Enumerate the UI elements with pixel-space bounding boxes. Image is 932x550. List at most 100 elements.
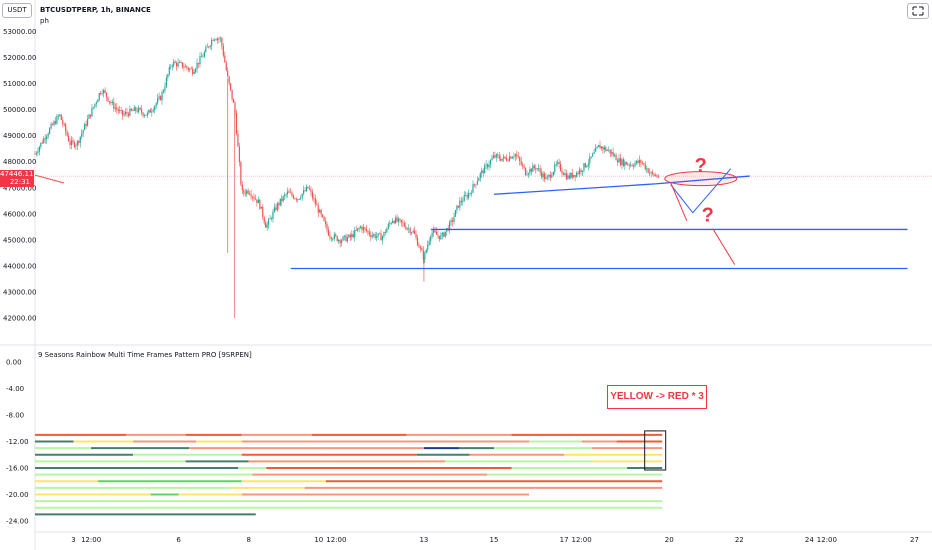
candle-body <box>216 38 219 41</box>
candle-body <box>60 114 62 120</box>
candle-body <box>519 157 521 162</box>
candle-body <box>498 155 500 159</box>
candle-body <box>139 107 141 110</box>
candle-body <box>438 235 441 240</box>
candle-body <box>481 170 483 174</box>
candle-body <box>565 173 568 180</box>
candle-body <box>615 154 617 161</box>
candle-body <box>562 173 565 175</box>
candle-body <box>129 108 131 116</box>
candle-body <box>292 195 295 199</box>
bar-countdown: 22:31 <box>9 178 30 186</box>
price-tick-label: 42000.00 <box>3 315 36 323</box>
candle-body <box>276 203 278 210</box>
question-mark: ? <box>695 155 707 177</box>
candle-body <box>370 234 372 237</box>
time-tick-label: 17 <box>560 536 569 544</box>
candle-body <box>470 192 473 194</box>
candle-body <box>576 172 578 177</box>
candle-body <box>63 124 65 125</box>
candle-body <box>224 55 226 63</box>
candle-body <box>40 142 42 147</box>
candle-body <box>278 203 280 206</box>
candle-body <box>202 56 204 58</box>
candle-body <box>167 74 169 78</box>
candle-body <box>475 184 477 186</box>
candle-body <box>491 158 493 161</box>
candle-body <box>322 214 324 217</box>
candle-body <box>286 191 289 195</box>
candle-body <box>161 92 163 101</box>
currency-badge[interactable]: USDT <box>2 3 32 18</box>
candle-body <box>412 230 414 233</box>
candle-body <box>627 164 629 166</box>
candle-body <box>501 158 503 161</box>
candle-body <box>365 228 368 231</box>
candle-body <box>635 160 638 164</box>
time-tick-label: 10 <box>314 536 323 544</box>
candle-body <box>628 164 630 166</box>
candle-body <box>324 220 327 224</box>
candle-body <box>557 162 559 164</box>
candle-body <box>657 176 660 178</box>
candle-body <box>358 228 360 229</box>
candle-body <box>215 39 217 41</box>
candle-body <box>162 90 165 93</box>
candle-body <box>454 210 457 217</box>
fullscreen-icon[interactable] <box>907 3 929 19</box>
time-tick-label: 13 <box>419 536 428 544</box>
candle-body <box>619 158 622 166</box>
candle-body <box>568 175 570 179</box>
candle-body <box>381 236 384 241</box>
candle-body <box>174 61 176 63</box>
candle-body <box>351 234 353 238</box>
candle-body <box>396 217 398 222</box>
candle-body <box>94 103 96 108</box>
indicator-tick-label: -4.00 <box>6 385 24 393</box>
question-mark: ? <box>702 205 714 227</box>
candle-body <box>463 195 465 202</box>
candle-body <box>43 138 45 144</box>
candle-body <box>406 228 408 230</box>
candle-body <box>507 160 509 162</box>
drop-arrow-line <box>670 182 688 221</box>
candle-body <box>430 236 432 242</box>
candle-body <box>158 96 160 99</box>
candle-body <box>148 109 150 113</box>
candle-body <box>476 181 478 185</box>
candle-body <box>444 231 446 237</box>
candle-body <box>335 234 337 237</box>
candle-body <box>428 241 430 245</box>
candle-body <box>517 156 519 158</box>
candle-body <box>291 192 293 196</box>
candle-body <box>523 165 525 168</box>
candle-body <box>44 138 46 140</box>
candle-body <box>526 174 528 176</box>
candle-body <box>614 154 616 156</box>
candle-body <box>270 218 273 219</box>
candle-body <box>47 133 49 137</box>
candle-body <box>345 235 347 242</box>
candle-body <box>98 93 100 100</box>
candle-body <box>305 186 308 191</box>
candle-body <box>399 218 401 220</box>
candle-body <box>451 220 454 222</box>
candle-body <box>127 113 130 116</box>
candle-body <box>273 207 276 212</box>
candle-body <box>35 153 38 154</box>
candle-body <box>564 173 566 175</box>
candle-body <box>421 247 423 251</box>
candle-body <box>554 164 556 172</box>
candle-body <box>151 111 153 113</box>
indicator-tick-label: -8.00 <box>6 412 24 420</box>
candle-body <box>314 198 316 205</box>
candle-body <box>50 124 52 129</box>
candle-body <box>400 219 403 223</box>
candle-body <box>511 157 514 159</box>
candle-body <box>362 227 365 231</box>
price-tick-label: 53000.00 <box>3 28 36 36</box>
candle-body <box>284 194 286 197</box>
candle-body <box>260 206 262 209</box>
candle-body <box>178 62 181 64</box>
